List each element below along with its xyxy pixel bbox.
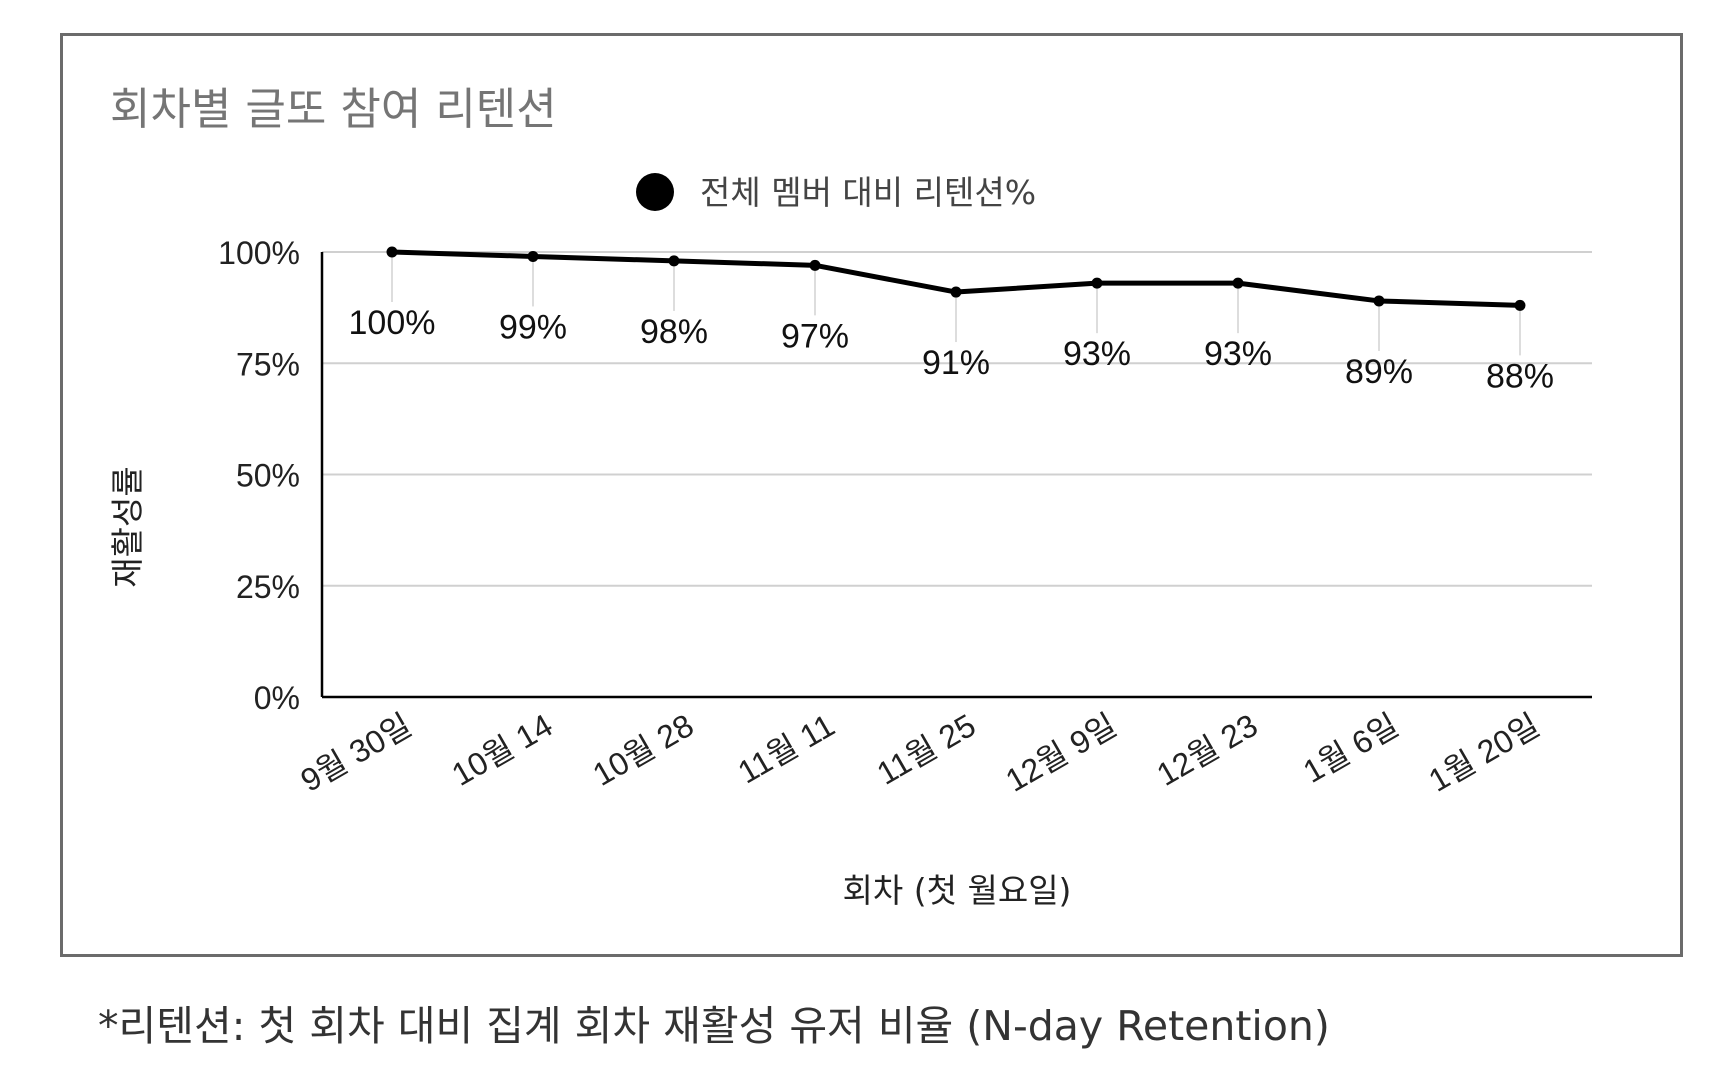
x-tick-label: 1월 20일: [1423, 707, 1546, 799]
data-point: [1373, 295, 1385, 307]
data-point: [1232, 277, 1244, 289]
y-tick-label: 0%: [254, 680, 300, 716]
y-tick-label: 25%: [236, 569, 300, 605]
y-tick-label: 75%: [236, 346, 300, 382]
data-label: 88%: [1486, 357, 1554, 395]
x-tick-label: 12월 23: [1151, 707, 1264, 793]
x-tick-label: 11월 11: [732, 707, 841, 791]
chart-frame: [60, 33, 1683, 957]
x-axis-ticks: 9월 30일 10월 14 10월 28 11월 11 11월 25 12월 9일 12월 …: [295, 707, 1546, 799]
data-label: 98%: [640, 313, 708, 351]
axes: [320, 252, 1592, 699]
data-point: [1514, 299, 1526, 311]
data-label: 100%: [349, 304, 436, 342]
data-point: [1091, 277, 1103, 289]
x-tick-label: 10월 28: [587, 707, 700, 793]
label-leader-lines: [391, 252, 1521, 356]
data-label: 89%: [1345, 353, 1413, 391]
data-label: 97%: [781, 317, 849, 355]
data-point: [950, 286, 962, 298]
data-label: 93%: [1204, 335, 1272, 373]
legend-label: 전체 멤버 대비 리텐션%: [700, 173, 1036, 212]
data-point: [668, 255, 680, 267]
chart-title: 회차별 글또 참여 리텐션: [110, 84, 557, 135]
data-point: [809, 259, 821, 271]
y-axis-ticks: 0% 25% 50% 75% 100%: [218, 235, 300, 716]
data-point: [386, 246, 398, 258]
x-axis-title: 회차 (첫 월요일): [843, 871, 1072, 910]
legend: 전체 멤버 대비 리텐션%: [636, 173, 1036, 212]
x-tick-label: 9월 30일: [295, 707, 418, 799]
footnote: *리텐션: 첫 회차 대비 집계 회차 재활성 유저 비율 (N-day Ret…: [98, 1002, 1330, 1050]
retention-line-chart: 회차별 글또 참여 리텐션 전체 멤버 대비 리텐션% 0% 25% 50% 75% 1…: [108, 84, 1592, 910]
data-label: 91%: [922, 344, 990, 382]
data-label: 93%: [1063, 335, 1131, 373]
data-point: [527, 250, 539, 262]
y-tick-label: 50%: [236, 458, 300, 494]
x-tick-label: 11월 25: [871, 707, 982, 792]
y-tick-label: 100%: [218, 235, 300, 271]
legend-marker: [636, 173, 674, 211]
x-tick-label: 12월 9일: [1000, 707, 1123, 799]
x-tick-label: 1월 6일: [1297, 707, 1405, 790]
series-retention: [386, 246, 1526, 311]
x-tick-label: 10월 14: [446, 707, 559, 793]
y-axis-title: 재활성률: [108, 466, 147, 587]
data-label: 99%: [499, 308, 567, 346]
data-labels: 100% 99% 98% 97% 91% 93% 93% 89% 88%: [349, 304, 1555, 395]
